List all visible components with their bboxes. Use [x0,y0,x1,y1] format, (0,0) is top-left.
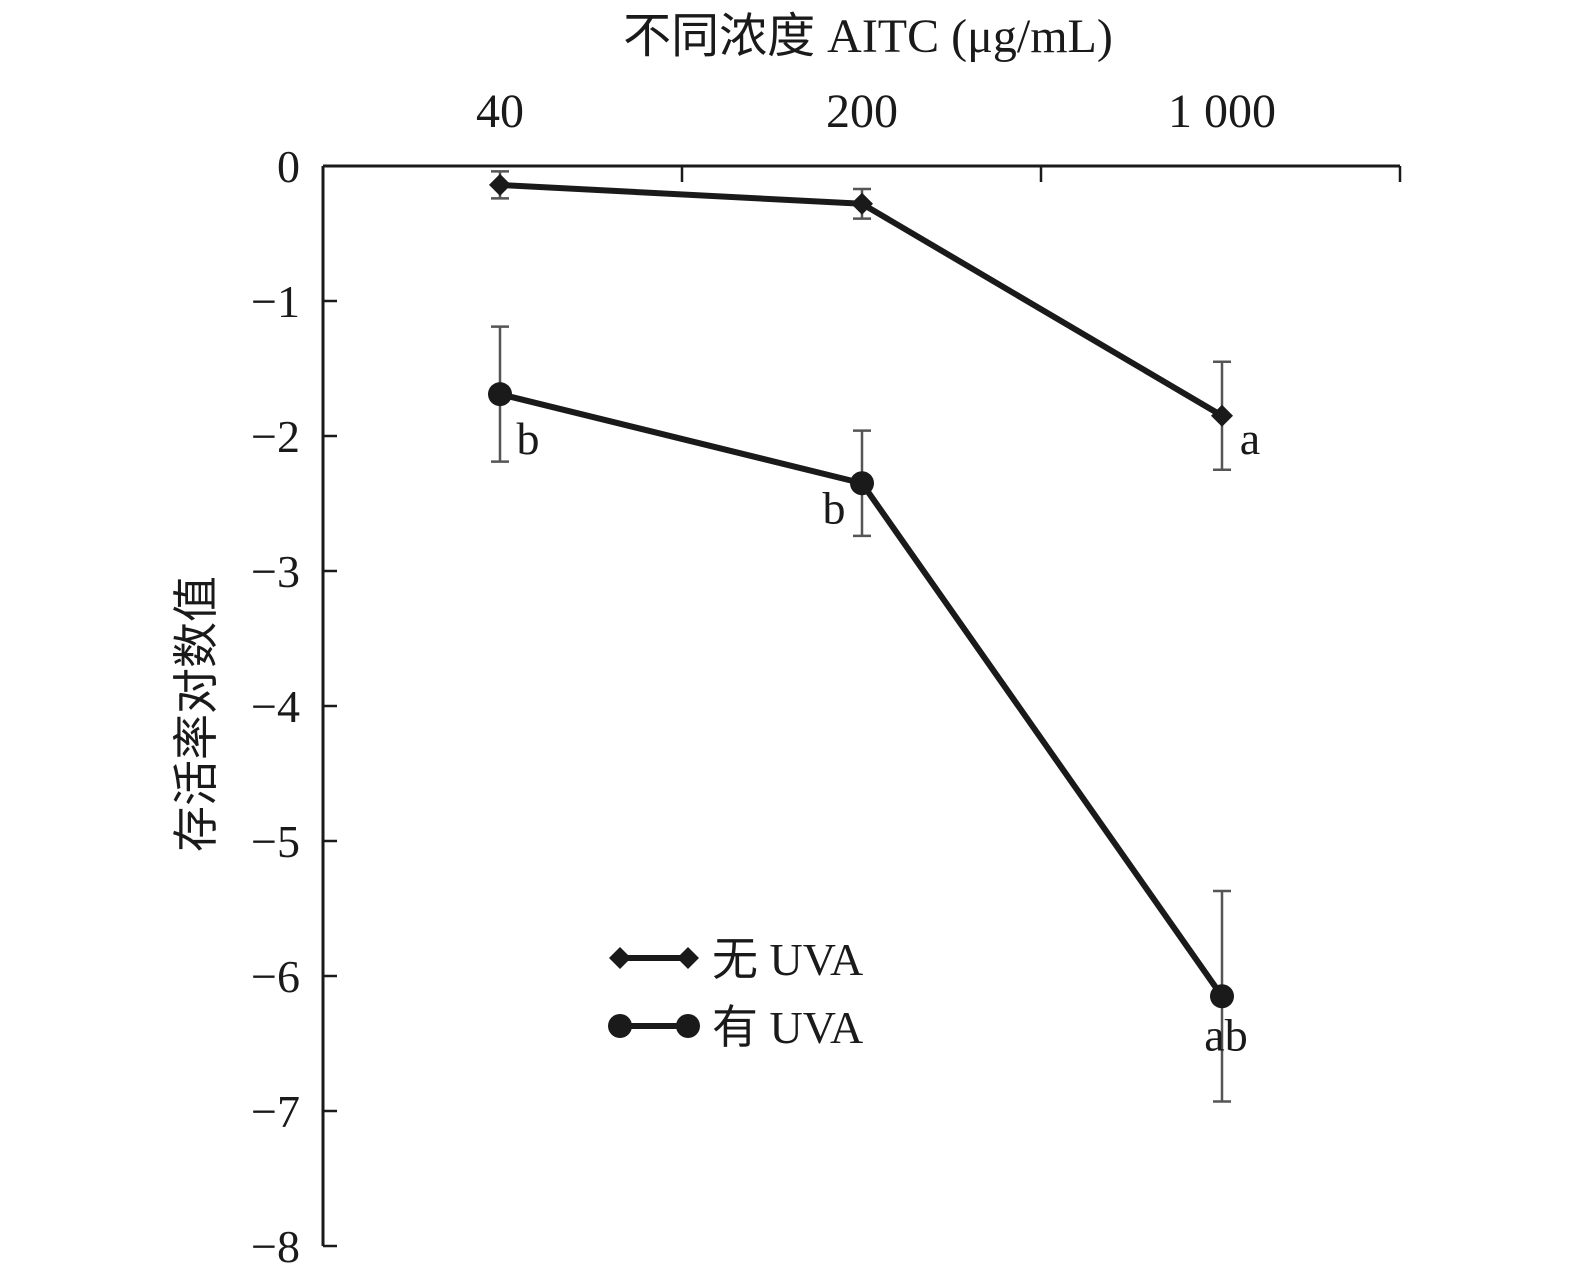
data-point-circle [488,382,512,407]
axes: 40 200 1 000 0 −1 −2 −3 −4 −5 −6 −7 −8 [251,85,1402,1272]
x-tick-label: 200 [826,85,898,138]
data-point-diamond [609,947,631,969]
data-point-diamond [489,173,511,196]
legend: 无 UVA 有 UVA [608,934,863,1053]
series-1: a [489,170,1260,471]
data-point-diamond [851,192,873,215]
data-point-diamond [677,947,699,969]
y-tick-label: −6 [251,951,300,1002]
y-tick-label: −5 [251,816,300,867]
x-axis-title: 不同浓度 AITC (μg/mL) [623,10,1113,63]
y-tick-label: −8 [251,1221,300,1272]
data-point-circle [850,471,874,496]
y-tick-label: −1 [251,276,300,327]
data-point-circle [608,1014,632,1038]
legend-label: 无 UVA [712,934,863,985]
data-point-circle [1210,984,1234,1009]
legend-item-1: 无 UVA [609,934,863,985]
data-point-circle [676,1014,700,1038]
significance-label: ab [1204,1009,1247,1060]
legend-label: 有 UVA [712,1002,863,1053]
significance-label: b [823,482,846,533]
y-tick-label: −2 [251,411,300,462]
y-tick-label: −3 [251,546,300,597]
y-axis-title: 存活率对数值 [171,576,222,852]
y-tick-label: 0 [277,141,300,192]
x-tick-label: 1 000 [1168,85,1276,138]
data-point-diamond [1211,404,1233,427]
significance-label: a [1240,413,1260,464]
y-tick-label: −4 [251,681,300,732]
legend-item-2: 有 UVA [608,1002,863,1053]
significance-label: b [517,413,540,464]
x-tick-label: 40 [476,85,524,138]
y-tick-label: −7 [251,1086,300,1137]
series-2: b b ab [488,325,1248,1103]
